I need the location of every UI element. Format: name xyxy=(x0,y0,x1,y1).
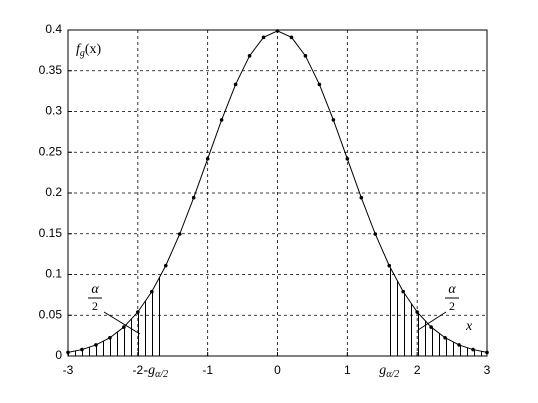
point xyxy=(205,156,210,161)
point xyxy=(401,289,406,294)
point xyxy=(443,335,447,340)
quantile-sub: α/2 xyxy=(155,369,168,380)
y-tick-label: 0.05 xyxy=(39,307,63,321)
point xyxy=(233,82,238,87)
tail-label-den: 2 xyxy=(449,299,455,313)
y-tick-label: 0.25 xyxy=(39,144,63,158)
y-tick-label: 0.4 xyxy=(45,22,62,36)
point xyxy=(80,347,84,352)
x-tick-label: 2 xyxy=(414,363,421,377)
x-tick-label: -1 xyxy=(202,363,213,377)
point xyxy=(94,343,98,347)
point xyxy=(261,35,266,40)
point xyxy=(177,232,182,236)
point xyxy=(373,232,378,236)
point xyxy=(303,54,308,58)
y-axis-label: fg(x) xyxy=(76,42,102,59)
quantile-label: gα/2 xyxy=(379,363,399,380)
quantile-label: -gα/2 xyxy=(143,363,168,380)
point xyxy=(275,29,280,33)
tail-label-den: 2 xyxy=(92,299,98,313)
x-tick-label: -2 xyxy=(132,363,143,377)
y-tick-label: 0.15 xyxy=(39,226,63,240)
x-tick-label: 0 xyxy=(274,363,281,377)
y-tick-label: 0.35 xyxy=(39,63,63,77)
point xyxy=(429,325,433,329)
point xyxy=(108,335,112,340)
point xyxy=(359,195,364,200)
point xyxy=(457,343,461,347)
point xyxy=(317,82,322,87)
x-tick-label: 3 xyxy=(484,363,491,377)
tail-label-num: α xyxy=(448,282,456,297)
quantile-base: g xyxy=(379,363,386,378)
point xyxy=(219,118,224,122)
y-tick-label: 0.3 xyxy=(45,104,62,118)
x-axis-label: x xyxy=(465,319,473,334)
x-tick-label: -3 xyxy=(63,363,74,377)
point xyxy=(191,195,196,200)
quantile-base: -g xyxy=(143,363,155,378)
point xyxy=(331,118,336,122)
leader-line xyxy=(417,311,447,331)
tail-label-num: α xyxy=(91,282,99,297)
point xyxy=(485,350,489,355)
point xyxy=(387,263,392,268)
x-tick-label: 1 xyxy=(344,363,351,377)
point xyxy=(66,350,70,355)
y-label-sub: g xyxy=(80,48,85,59)
tail-hatch xyxy=(68,265,166,356)
leader-line xyxy=(103,311,141,335)
y-tick-label: 0.1 xyxy=(45,267,62,281)
point xyxy=(163,263,168,268)
quantile-sub: α/2 xyxy=(386,369,399,380)
point xyxy=(415,310,419,314)
point xyxy=(150,289,154,294)
y-tick-label: 0.2 xyxy=(45,185,62,199)
point xyxy=(289,35,294,40)
point xyxy=(136,310,140,314)
point xyxy=(471,347,475,352)
point xyxy=(247,54,252,58)
point xyxy=(122,325,126,329)
point xyxy=(345,156,350,161)
y-label-base: f xyxy=(76,42,82,57)
y-tick-label: 0 xyxy=(55,348,62,362)
tail-hatch xyxy=(389,265,487,356)
y-label-arg: (x) xyxy=(85,42,102,57)
